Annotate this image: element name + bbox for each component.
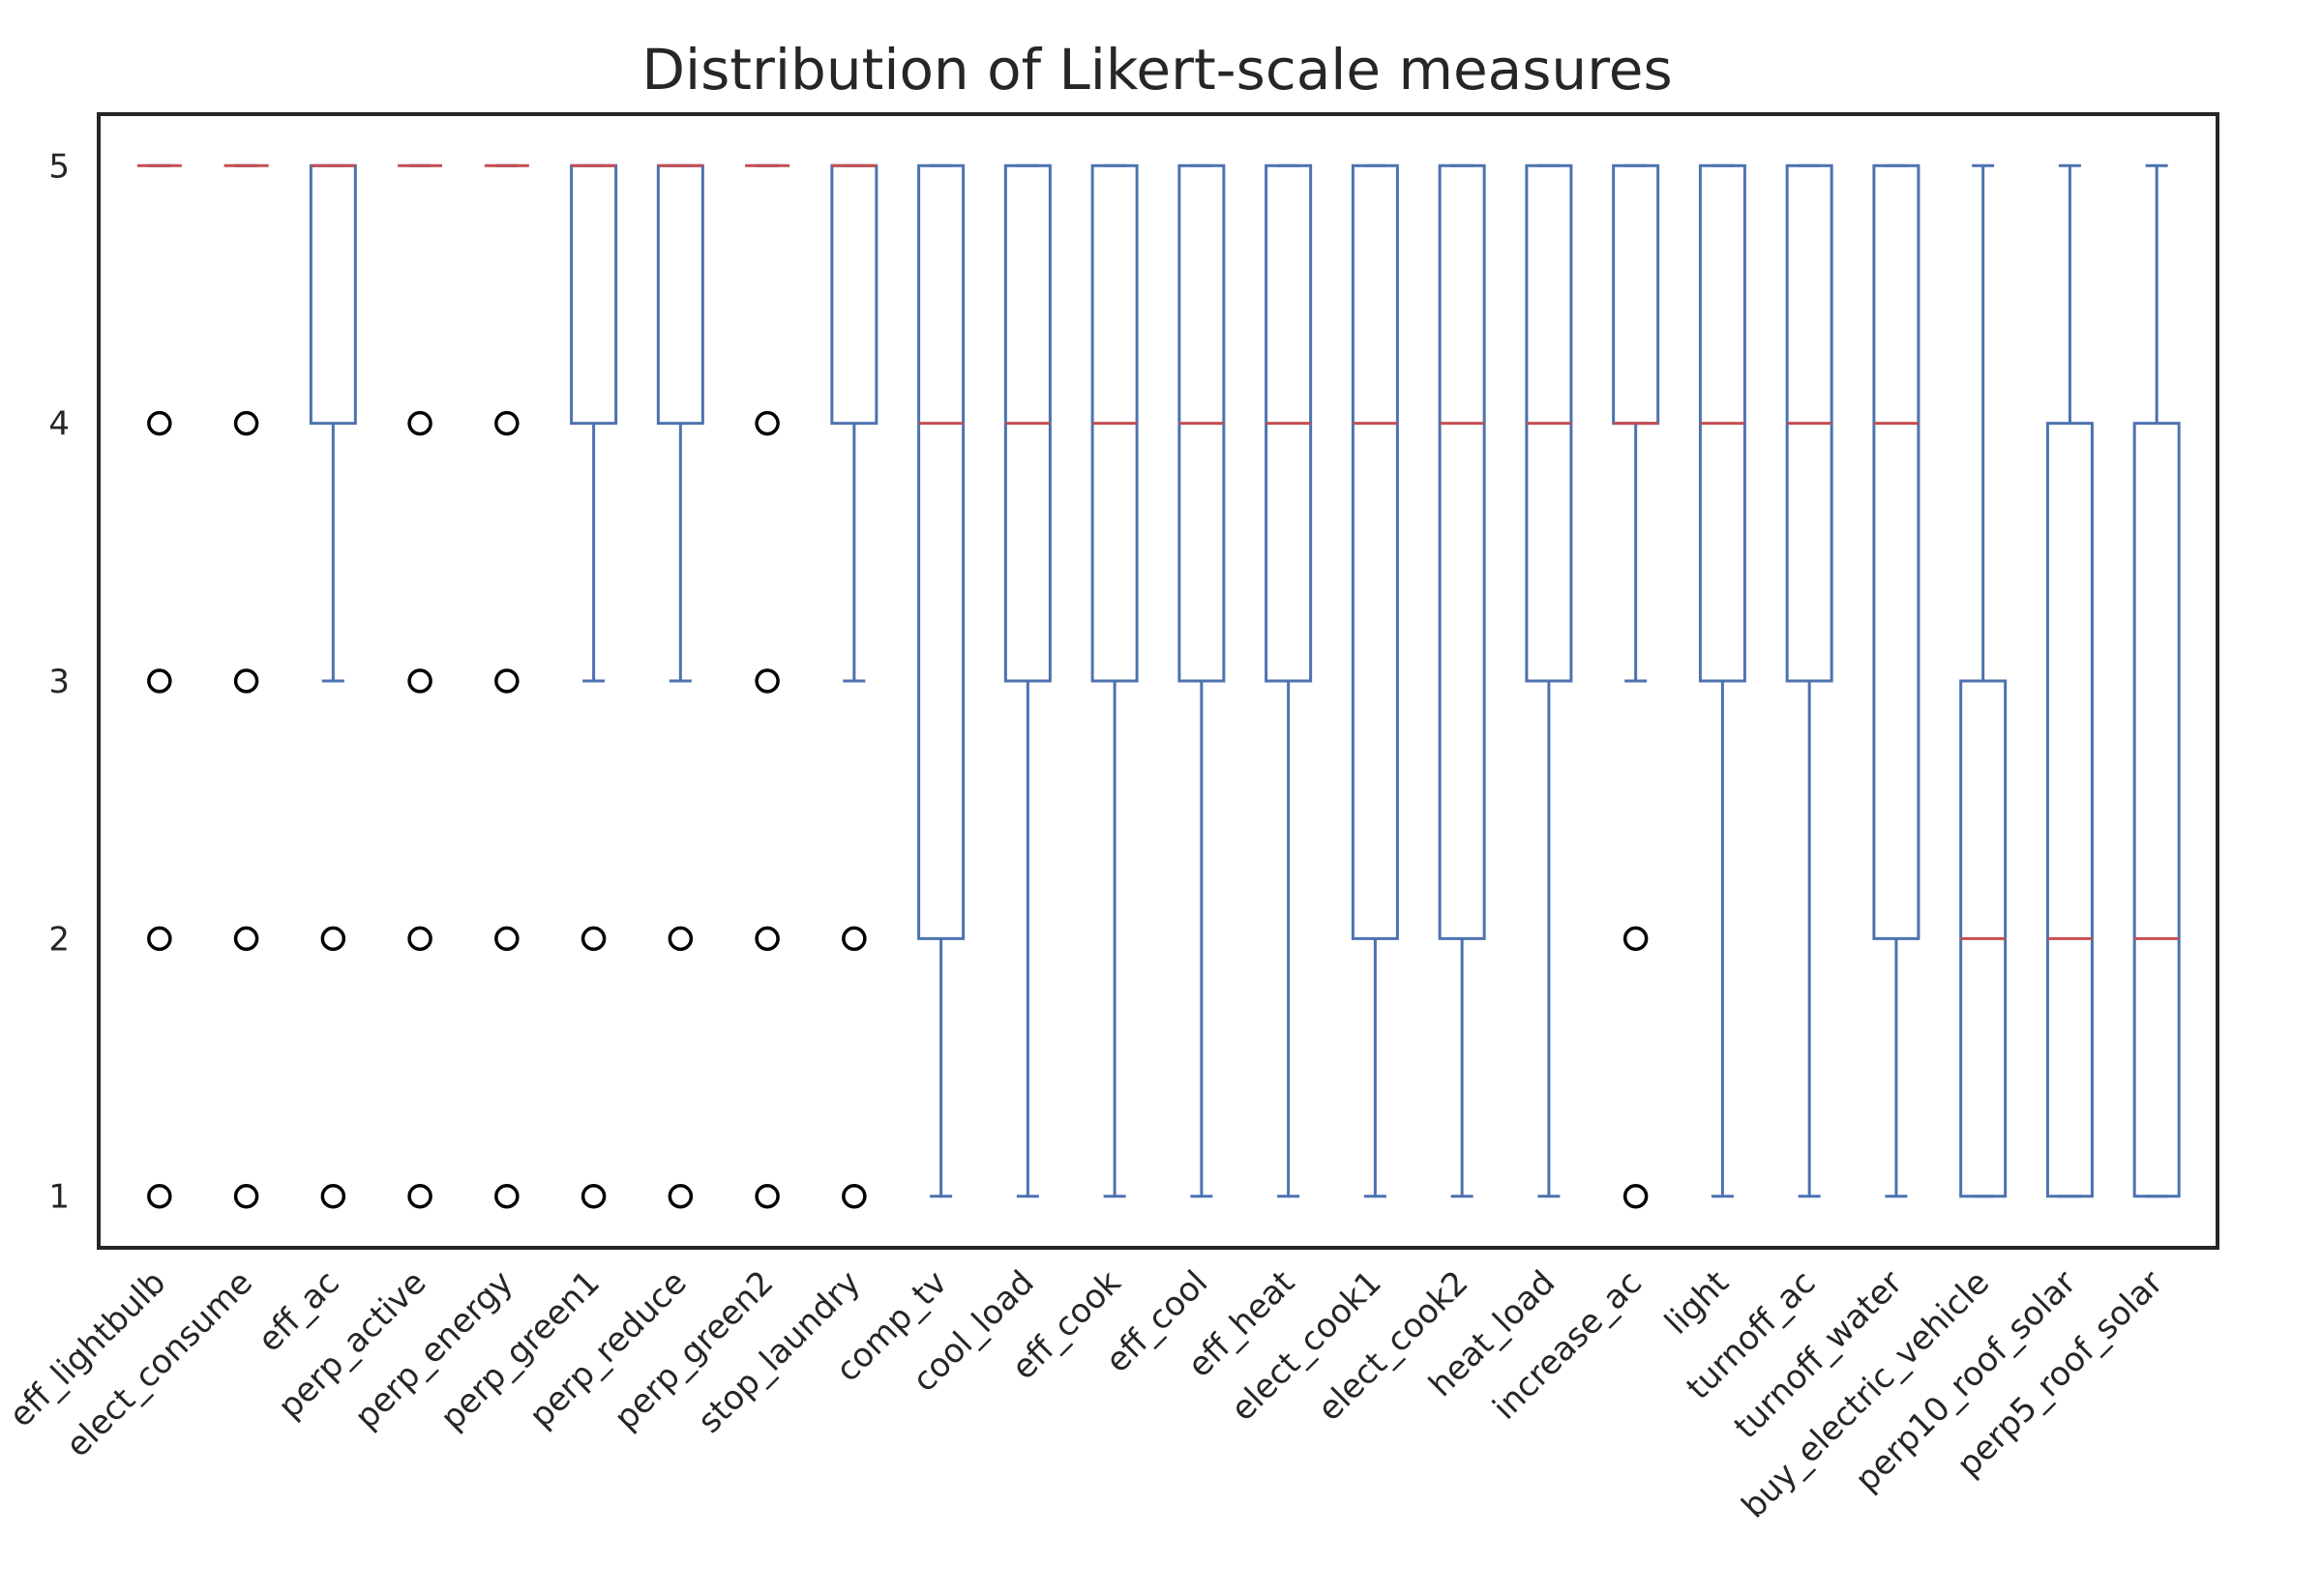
x-tick-label: elect_cook2 [1310,1263,1475,1429]
box-perp_reduce [656,163,704,1209]
outlier-point [580,1183,607,1209]
outlier-point [668,1183,694,1209]
y-axis-ticks: 1 2 3 4 5 [48,147,70,1216]
outlier-point [494,668,520,694]
outlier-point [147,668,172,694]
box-eff_heat [1265,163,1313,1198]
outlier-point [755,668,780,694]
outlier-point [494,926,520,952]
y-tick-label: 3 [48,663,70,701]
box-perp_green1 [570,163,618,1209]
y-tick-label: 5 [48,147,70,186]
outlier-point [407,410,432,436]
box-heat_load [1525,163,1573,1198]
outlier-point [755,1183,780,1209]
box-perp10_roof_solar [2045,163,2094,1198]
outlier-point [233,668,259,694]
outlier-point [842,926,867,952]
box-turnoff_water [1872,163,1920,1198]
outlier-point [233,1183,259,1209]
outlier-point [147,410,172,436]
iqr-box [917,163,966,940]
outlier-point [668,926,694,952]
outlier-point [494,410,520,436]
iqr-box [309,163,357,426]
x-axis-ticks: eff_lightbulbelect_consumeeff_acperp_act… [2,1263,2171,1526]
box-eff_cool [1177,163,1226,1198]
outlier-point [1622,926,1649,952]
outlier-point [147,926,172,952]
box-elect_consume [223,163,269,1209]
box-eff_ac [309,163,357,1209]
iqr-box [1612,163,1660,426]
box-increase_ac [1612,163,1660,1209]
iqr-box [2045,422,2094,1198]
outlier-point [407,668,432,694]
iqr-box [1872,163,1920,940]
outlier-point [147,1183,172,1209]
box-comp_tv [917,163,966,1198]
outlier-point [407,926,432,952]
chart-title: Distribution of Likert-scale measures [641,37,1672,103]
outlier-point [407,1183,432,1209]
box-perp_green2 [745,163,790,1209]
outlier-point [755,410,780,436]
box-eff_lightbulb [136,163,182,1209]
x-tick-label: elect_cook1 [1224,1263,1389,1429]
iqr-box [830,163,878,426]
box-elect_cook1 [1351,163,1399,1198]
box-perp_active [398,163,443,1209]
box-perp5_roof_solar [2132,163,2181,1198]
y-tick-label: 2 [48,920,70,959]
iqr-box [570,163,618,426]
outlier-point [842,1183,867,1209]
outlier-point [1622,1183,1649,1209]
outlier-point [233,410,259,436]
x-tick-label: light [1657,1263,1737,1343]
outlier-point [320,926,346,952]
outlier-point [494,1183,520,1209]
plot-frame [97,112,2219,1250]
outlier-point [233,926,259,952]
box-stop_laundry [830,163,878,1209]
boxes-layer [136,163,2181,1209]
y-tick-label: 4 [48,405,70,444]
outlier-point [755,926,780,952]
box-perp_energy [484,163,529,1209]
iqr-box [656,163,704,426]
outlier-point [580,926,607,952]
box-elect_cook2 [1438,163,1486,1198]
iqr-box [1438,163,1486,940]
iqr-box [2132,422,2181,1198]
box-buy_electric_vehicle [1959,163,2008,1198]
iqr-box [1351,163,1399,940]
outlier-point [320,1183,346,1209]
box-light [1698,163,1746,1198]
box-turnoff_ac [1785,163,1833,1198]
box-eff_cook [1090,163,1139,1198]
y-tick-label: 1 [48,1178,70,1217]
box-cool_load [1003,163,1052,1198]
